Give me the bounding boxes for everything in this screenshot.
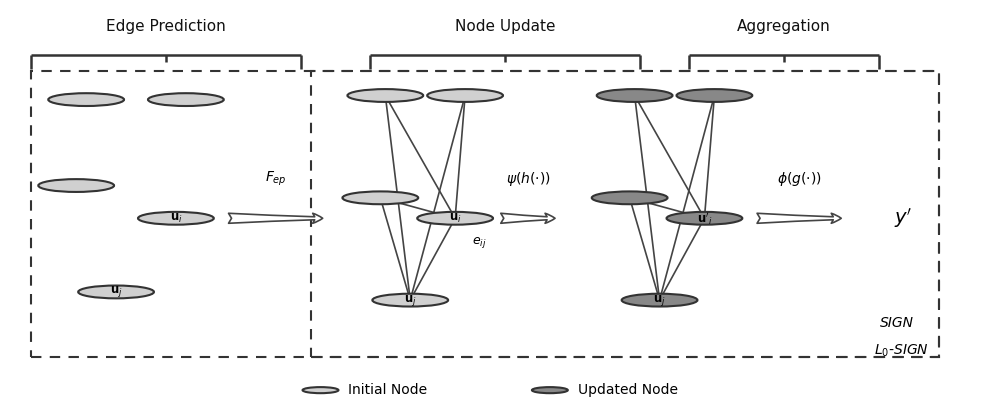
Ellipse shape (78, 286, 154, 298)
Text: $e_{ij}$: $e_{ij}$ (472, 235, 487, 250)
Ellipse shape (372, 294, 448, 307)
Text: $\mathbf{u}_j$: $\mathbf{u}_j$ (653, 293, 666, 308)
Ellipse shape (303, 387, 338, 393)
Ellipse shape (48, 93, 124, 106)
Ellipse shape (347, 89, 423, 102)
Text: $\mathbf{u}_i$: $\mathbf{u}_i$ (170, 212, 182, 225)
Text: $\psi(h(\cdot))$: $\psi(h(\cdot))$ (506, 170, 550, 187)
Text: Aggregation: Aggregation (737, 19, 831, 34)
Text: $\mathbf{u}'_i$: $\mathbf{u}'_i$ (697, 210, 712, 227)
Ellipse shape (667, 212, 742, 225)
Ellipse shape (677, 89, 752, 102)
Ellipse shape (148, 93, 224, 106)
Ellipse shape (532, 387, 568, 393)
Ellipse shape (427, 89, 503, 102)
Text: $F_{ep}$: $F_{ep}$ (265, 169, 286, 187)
Text: $L_0$-SIGN: $L_0$-SIGN (874, 343, 929, 360)
Text: Updated Node: Updated Node (578, 383, 678, 397)
Ellipse shape (417, 212, 493, 225)
Bar (311, 71, 939, 358)
Text: Node Update: Node Update (455, 19, 555, 34)
Ellipse shape (622, 294, 697, 307)
Ellipse shape (342, 192, 418, 204)
Text: SIGN: SIGN (880, 316, 914, 330)
Text: $\mathbf{u}_j$: $\mathbf{u}_j$ (110, 284, 122, 300)
Ellipse shape (597, 89, 673, 102)
Text: Edge Prediction: Edge Prediction (106, 19, 226, 34)
Text: $\mathbf{u}_j$: $\mathbf{u}_j$ (404, 293, 417, 308)
Text: Initial Node: Initial Node (348, 383, 428, 397)
Text: $\phi(g(\cdot))$: $\phi(g(\cdot))$ (777, 170, 822, 187)
Text: $y'$: $y'$ (894, 206, 912, 230)
Bar (31, 71, 939, 358)
Ellipse shape (38, 179, 114, 192)
Ellipse shape (138, 212, 214, 225)
Ellipse shape (592, 192, 668, 204)
Text: $\mathbf{u}_i$: $\mathbf{u}_i$ (449, 212, 461, 225)
